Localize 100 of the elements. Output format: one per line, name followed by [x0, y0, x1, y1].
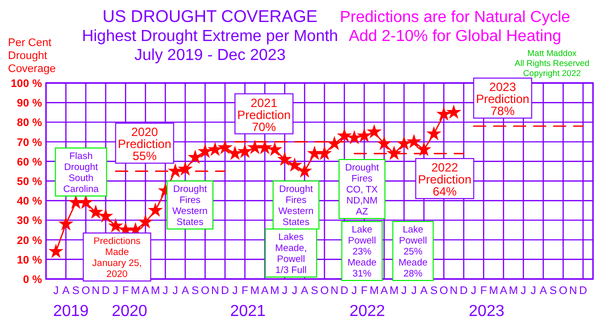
text: Matt Maddox All Rights Reserved Copyright 2022: [514, 48, 590, 78]
x-tick-label: J: [232, 285, 238, 297]
x-tick-label: M: [250, 285, 260, 297]
x-tick-label: M: [390, 285, 399, 297]
y-tick-label: 80 %: [16, 117, 42, 130]
x-tick-label: J: [352, 285, 358, 297]
point: [68, 194, 84, 209]
x-tick-label: M: [370, 285, 379, 297]
point: [227, 146, 242, 160]
x-tick-label: M: [508, 285, 518, 297]
x-tick-label: D: [460, 285, 468, 297]
annotation: Drought Fires CO, TX ND,NM AZ: [345, 162, 380, 218]
x-tick-label: N: [92, 285, 100, 297]
point: [376, 136, 392, 150]
point: [436, 106, 452, 121]
point: [287, 157, 302, 172]
x-tick-label: N: [450, 285, 458, 297]
x-tick-label: J: [112, 285, 118, 297]
x-tick-label: J: [172, 285, 178, 297]
x-tick-label: O: [558, 285, 568, 297]
point: [386, 146, 402, 160]
y-tick-label: 60 %: [16, 156, 42, 168]
point: [426, 126, 442, 140]
series-label: 2023 Prediction 78%: [476, 80, 530, 118]
point: [416, 142, 432, 156]
point: [218, 140, 233, 154]
x-tick-label: M: [270, 285, 280, 297]
point: [198, 144, 213, 158]
x-tick-label: O: [320, 285, 330, 297]
text: 2019: [53, 303, 89, 320]
x-tick-label: A: [62, 285, 70, 297]
annotation: Drought Fires Western States: [278, 184, 314, 228]
y-tick-label: 40 %: [16, 196, 42, 208]
series-label: 2022 Prediction 64%: [418, 160, 472, 199]
x-tick-label: O: [440, 285, 449, 297]
x-tick-label: M: [150, 285, 160, 297]
x-tick-label: J: [401, 285, 407, 297]
y-tick-label: 90 %: [16, 98, 42, 110]
x-tick-label: D: [102, 285, 110, 297]
x-tick-label: J: [292, 285, 298, 297]
x-tick-label: F: [122, 285, 130, 297]
point: [277, 152, 292, 166]
point: [346, 130, 362, 144]
x-tick-label: J: [162, 285, 168, 297]
point: [297, 163, 312, 178]
point: [336, 128, 352, 142]
y-axis-title: Per Cent Drought Coverage: [8, 37, 56, 75]
x-tick-label: J: [520, 285, 526, 297]
y-tick-label: 70 %: [16, 136, 42, 149]
x-tick-label: A: [500, 285, 508, 297]
point: [98, 208, 114, 223]
point: [247, 140, 262, 154]
y-tick-label: 0 %: [23, 274, 42, 286]
point: [138, 214, 153, 229]
y-tick-label: 100 %: [10, 78, 42, 90]
point: [88, 204, 104, 219]
y-tick-label: 50 %: [16, 176, 42, 188]
point: [148, 202, 163, 217]
text: 2022: [349, 303, 386, 320]
annotation: Lakes Meade, Powell 1/3 Full: [275, 232, 307, 276]
annotation: Lake Powell 25% Meade 28%: [398, 224, 428, 280]
chart-title: US DROUGHT COVERAGE: [102, 7, 318, 26]
x-tick-label: N: [211, 285, 220, 297]
x-tick-label: S: [72, 285, 80, 297]
text: 2021: [230, 303, 266, 320]
annotation: Predictions Made January 25, 2020: [92, 236, 142, 280]
x-tick-label: M: [130, 285, 140, 297]
x-tick-label: J: [470, 285, 476, 297]
point: [257, 140, 272, 154]
point: [78, 194, 94, 209]
point: [48, 244, 64, 258]
series-label: 2021 Prediction 70%: [237, 96, 291, 134]
text: 2023: [468, 303, 504, 320]
point: [406, 134, 422, 148]
x-tick-label: S: [430, 285, 438, 297]
point: [316, 146, 332, 160]
x-tick-label: D: [579, 285, 588, 297]
y-tick-label: 20 %: [16, 234, 42, 247]
annotation: Flash Drought South Carolina: [63, 151, 100, 195]
x-tick-label: O: [200, 285, 210, 297]
point: [267, 142, 282, 156]
x-tick-label: A: [540, 285, 548, 297]
x-tick-label: J: [411, 285, 417, 297]
x-tick-label: A: [300, 285, 309, 297]
text: 2020: [112, 303, 148, 320]
point: [396, 136, 412, 150]
point: [188, 150, 203, 164]
x-tick-label: S: [192, 285, 199, 297]
point: [237, 144, 252, 158]
x-tick-label: S: [310, 285, 318, 297]
x-tick-label: A: [420, 285, 428, 297]
x-tick-label: N: [330, 285, 338, 297]
x-tick-label: J: [53, 285, 59, 297]
x-tick-label: S: [550, 285, 557, 297]
point: [208, 142, 223, 156]
x-tick-label: A: [182, 285, 190, 297]
y-tick-label: 30 %: [16, 215, 42, 228]
x-tick-label: O: [82, 285, 90, 297]
point: [58, 216, 74, 231]
x-tick-label: A: [261, 285, 270, 297]
